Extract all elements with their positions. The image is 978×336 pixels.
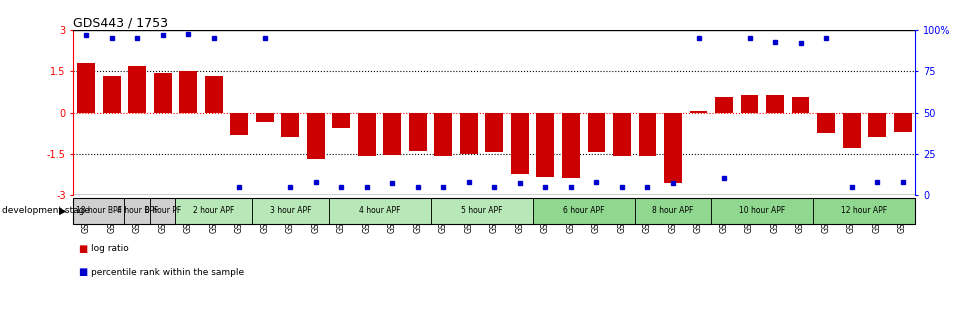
Bar <box>587 113 604 152</box>
Bar <box>739 95 758 113</box>
Bar <box>842 113 860 148</box>
Bar <box>128 66 146 113</box>
Bar <box>532 198 634 224</box>
Bar <box>561 113 579 178</box>
Text: ■: ■ <box>78 244 87 254</box>
Text: 12 hour APF: 12 hour APF <box>840 206 886 215</box>
Bar <box>124 198 150 224</box>
Text: 8 hour APF: 8 hour APF <box>651 206 693 215</box>
Bar <box>383 113 401 155</box>
Bar <box>333 113 350 128</box>
Bar <box>306 113 325 159</box>
Text: 18 hour BPF: 18 hour BPF <box>76 206 122 215</box>
Text: 3 hour APF: 3 hour APF <box>269 206 311 215</box>
Text: 2 hour APF: 2 hour APF <box>193 206 234 215</box>
Bar <box>791 97 809 113</box>
Text: log ratio: log ratio <box>91 244 129 253</box>
Bar <box>150 198 175 224</box>
Bar <box>634 198 711 224</box>
Bar <box>409 113 426 151</box>
Text: 4 hour BPF: 4 hour BPF <box>116 206 157 215</box>
Bar <box>711 198 813 224</box>
Bar <box>154 73 171 113</box>
Bar <box>430 198 532 224</box>
Bar <box>255 113 274 122</box>
Bar <box>73 198 124 224</box>
Text: 6 hour APF: 6 hour APF <box>562 206 603 215</box>
Text: 4 hour APF: 4 hour APF <box>359 206 400 215</box>
Bar <box>813 198 914 224</box>
Bar <box>329 198 430 224</box>
Bar <box>358 113 376 157</box>
Bar <box>893 113 911 132</box>
Bar <box>612 113 630 157</box>
Bar <box>714 97 733 113</box>
Bar <box>817 113 834 133</box>
Bar <box>204 76 222 113</box>
Bar <box>536 113 554 177</box>
Bar <box>103 76 120 113</box>
Bar <box>766 95 783 113</box>
Bar <box>251 198 329 224</box>
Text: development stage: development stage <box>2 206 90 215</box>
Bar <box>460 113 477 154</box>
Text: ■: ■ <box>78 267 87 277</box>
Bar <box>638 113 655 157</box>
Text: ▶: ▶ <box>59 206 67 216</box>
Bar <box>434 113 452 157</box>
Bar <box>230 113 248 134</box>
Text: GDS443 / 1753: GDS443 / 1753 <box>73 16 168 29</box>
Text: 10 hour APF: 10 hour APF <box>738 206 784 215</box>
Bar <box>175 198 251 224</box>
Bar <box>867 113 885 137</box>
Bar <box>511 113 528 174</box>
Text: 5 hour APF: 5 hour APF <box>461 206 502 215</box>
Bar <box>689 111 707 113</box>
Text: 0 hour PF: 0 hour PF <box>145 206 181 215</box>
Bar <box>485 113 503 152</box>
Bar <box>663 113 682 182</box>
Text: percentile rank within the sample: percentile rank within the sample <box>91 268 244 277</box>
Bar <box>179 72 197 113</box>
Bar <box>281 113 299 137</box>
Bar <box>77 63 95 113</box>
